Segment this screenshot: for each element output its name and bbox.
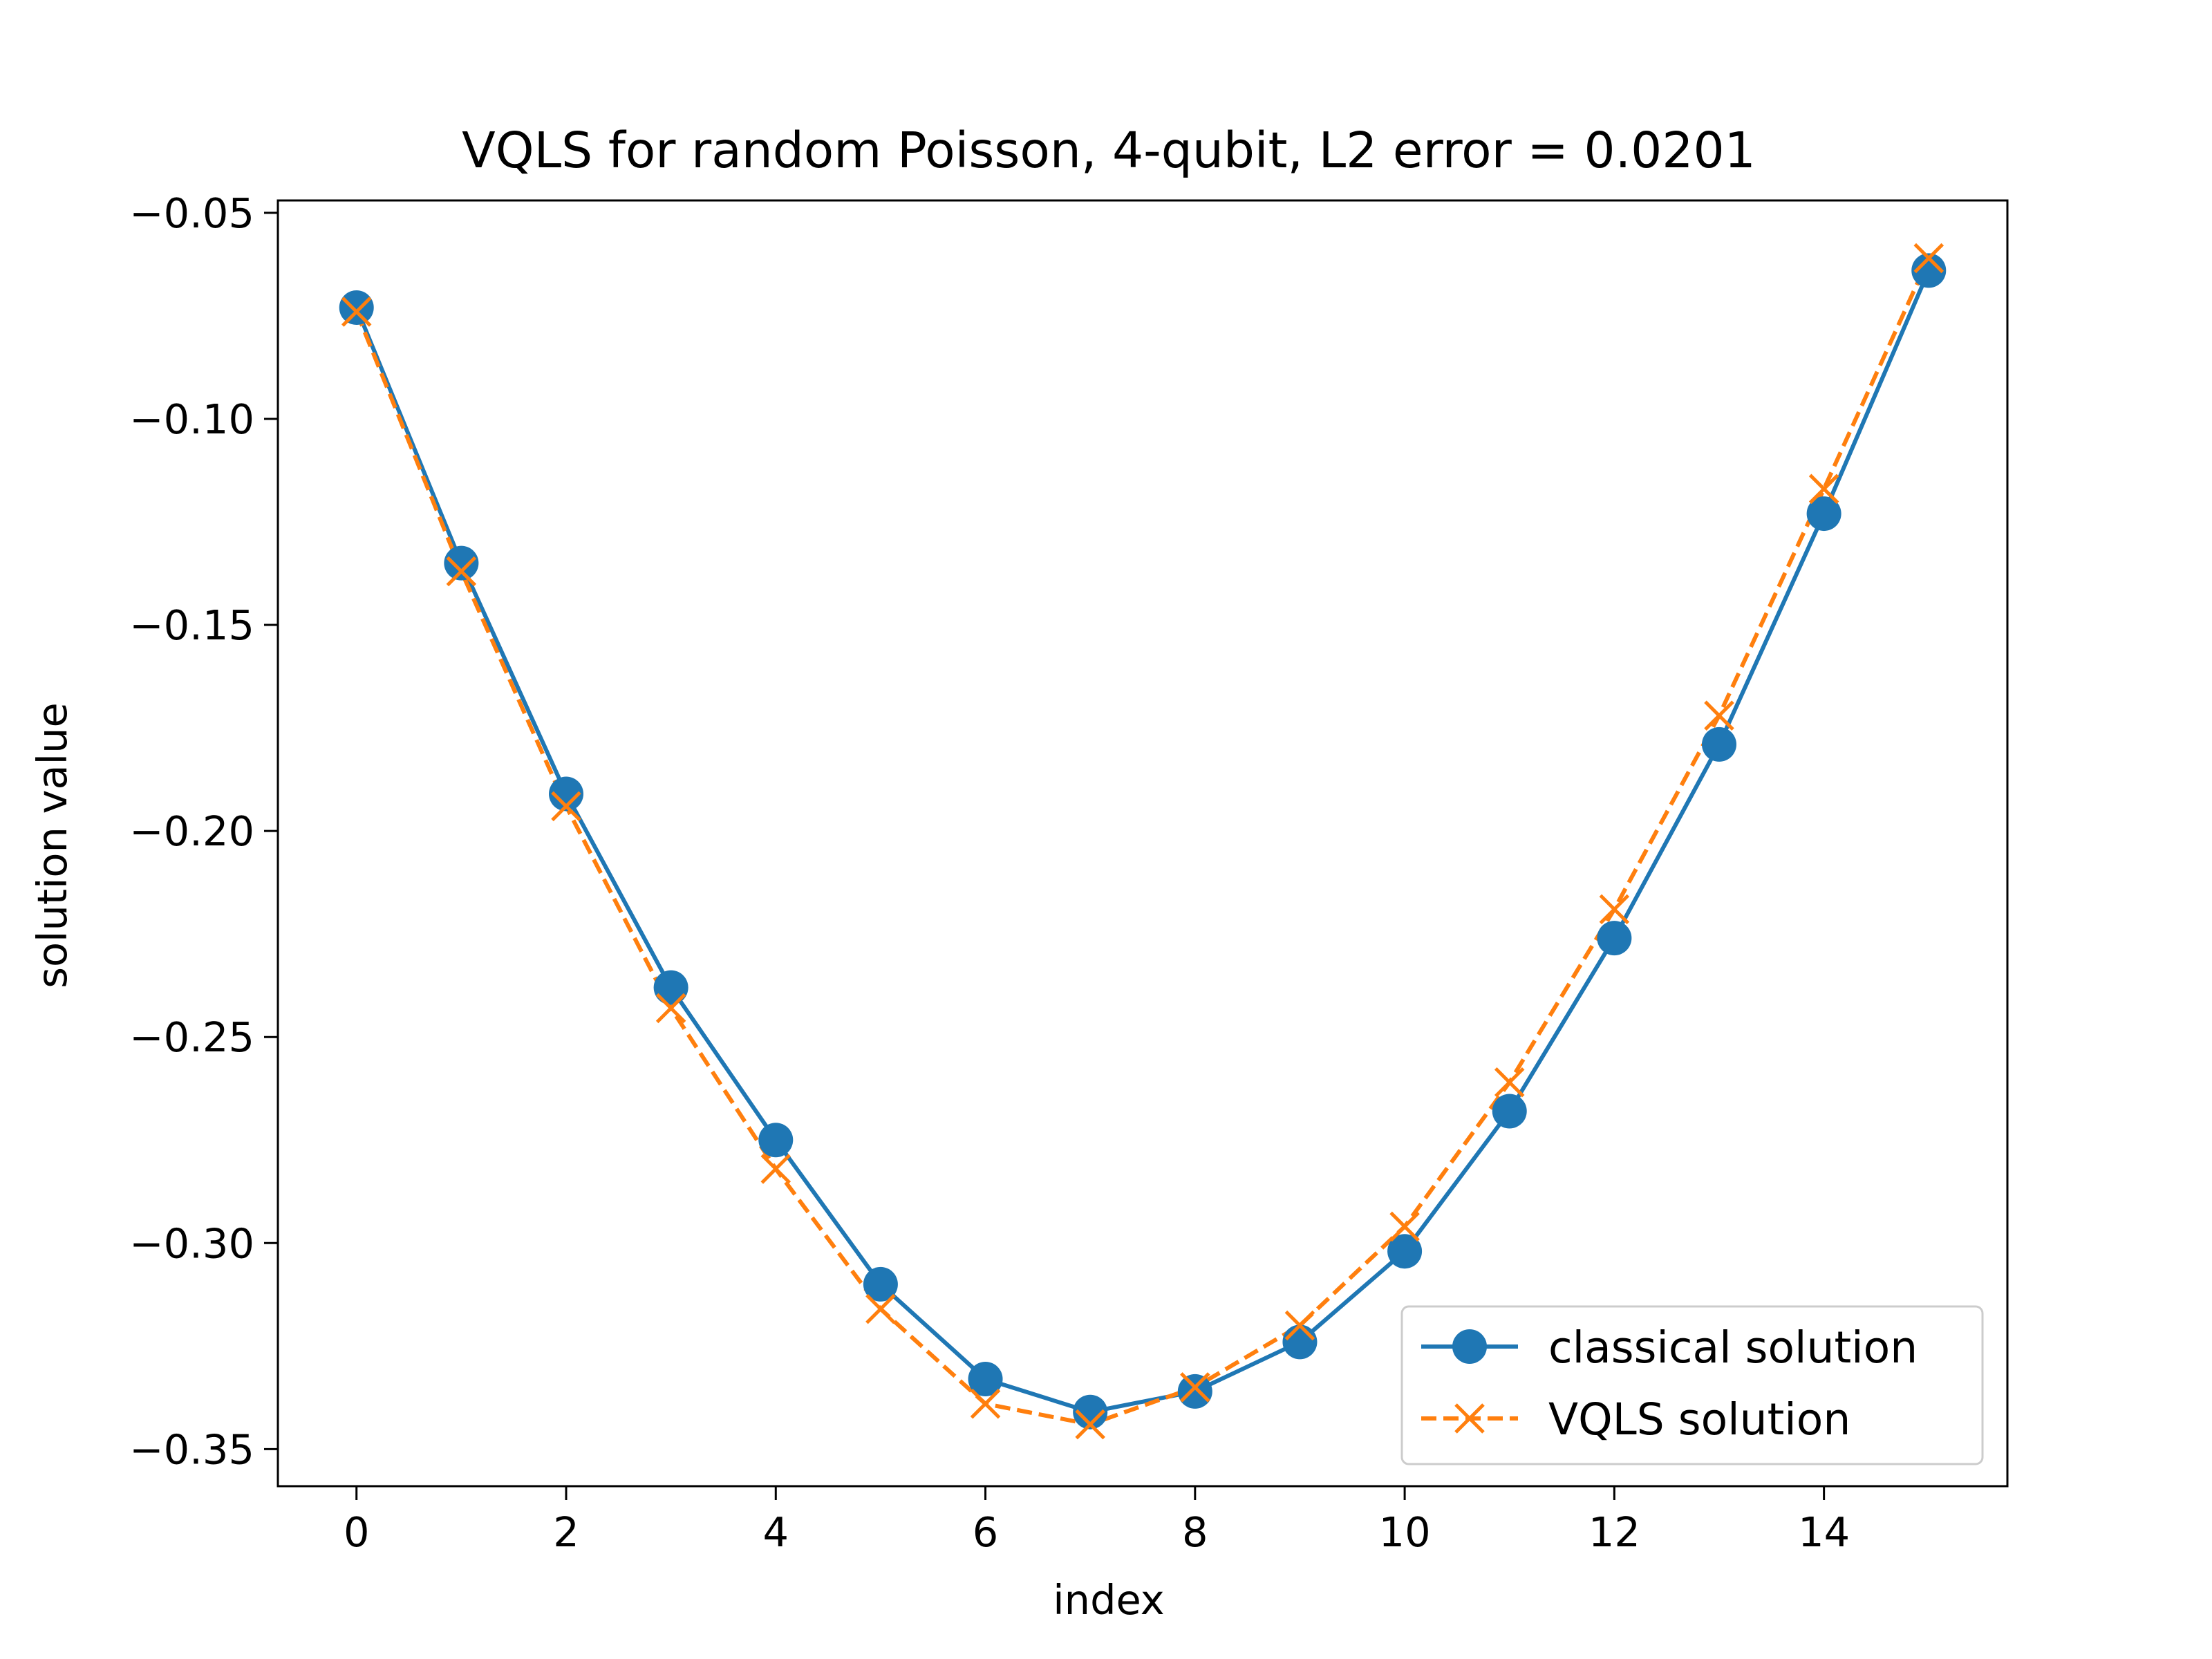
x-tick-label: 10 (1379, 1508, 1431, 1556)
legend-marker-x (1454, 1403, 1485, 1434)
data-point-x (865, 1293, 896, 1324)
data-point-circle (1702, 727, 1736, 762)
data-point-circle (1911, 253, 1947, 288)
data-point-circle (1387, 1234, 1423, 1269)
y-tick-label: −0.10 (129, 395, 254, 443)
data-point-circle (1073, 1394, 1108, 1430)
data-point-x (1180, 1372, 1210, 1403)
x-axis: 0 2 4 6 8 10 12 14 (344, 1486, 1850, 1556)
y-tick-label: −0.35 (129, 1425, 254, 1473)
data-point-circle (1492, 1094, 1527, 1129)
legend-box (1400, 1305, 1984, 1465)
legend-label: VQLS solution (1548, 1394, 1850, 1445)
plot-area (276, 199, 2009, 1488)
data-point-x (1704, 700, 1734, 731)
x-tick-label: 0 (344, 1508, 370, 1556)
data-point-x (1494, 1067, 1525, 1098)
data-point-x (446, 556, 477, 587)
plot-frame (276, 199, 2009, 1488)
x-tick-label: 2 (553, 1508, 579, 1556)
data-point-x (1808, 474, 1839, 505)
data-point-circle (1597, 921, 1632, 956)
legend-label: classical solution (1548, 1322, 1918, 1373)
data-point-circle (444, 545, 479, 581)
x-tick-label: 14 (1798, 1508, 1850, 1556)
data-point-x (1075, 1409, 1105, 1440)
y-tick-label: −0.30 (129, 1219, 254, 1267)
data-point-x (1284, 1310, 1315, 1341)
data-point-x (760, 1154, 791, 1184)
x-tick-label: 6 (973, 1508, 999, 1556)
legend-marker-circle (1452, 1329, 1487, 1364)
series-line-classical (354, 270, 1931, 1414)
chart-title: VQLS for random Poisson, 4-qubit, L2 err… (462, 122, 1756, 179)
series-line-vqls (354, 257, 1931, 1427)
data-point-circle (339, 290, 374, 325)
data-point-x (970, 1389, 1001, 1419)
data-point-x (1913, 243, 1944, 274)
y-tick-label: −0.15 (129, 601, 254, 649)
series-group (339, 243, 1947, 1440)
data-point-circle (758, 1123, 794, 1158)
y-tick-label: −0.05 (129, 189, 254, 237)
data-point-circle (968, 1362, 1003, 1396)
x-axis-label: index (1053, 1576, 1164, 1624)
x-tick-label: 8 (1182, 1508, 1208, 1556)
y-tick-label: −0.20 (129, 807, 254, 855)
data-point-x (341, 297, 372, 327)
data-point-x (655, 993, 686, 1024)
data-point-circle (863, 1266, 898, 1302)
y-axis: −0.05 −0.10 −0.15 −0.20 −0.25 −0.30 −0.35 (129, 189, 278, 1473)
data-point-circle (549, 776, 583, 812)
data-point-x (1389, 1211, 1420, 1242)
data-point-circle (653, 970, 688, 1005)
x-tick-label: 4 (762, 1508, 789, 1556)
y-axis-label: solution value (28, 702, 76, 988)
data-point-circle (1806, 496, 1841, 532)
data-point-circle (1282, 1324, 1318, 1360)
legend: classical solution VQLS solution (1400, 1305, 1984, 1465)
data-point-x (1599, 894, 1630, 925)
data-point-x (551, 791, 581, 822)
x-tick-label: 12 (1588, 1508, 1640, 1556)
y-tick-label: −0.25 (129, 1013, 254, 1061)
data-point-circle (1177, 1374, 1212, 1409)
